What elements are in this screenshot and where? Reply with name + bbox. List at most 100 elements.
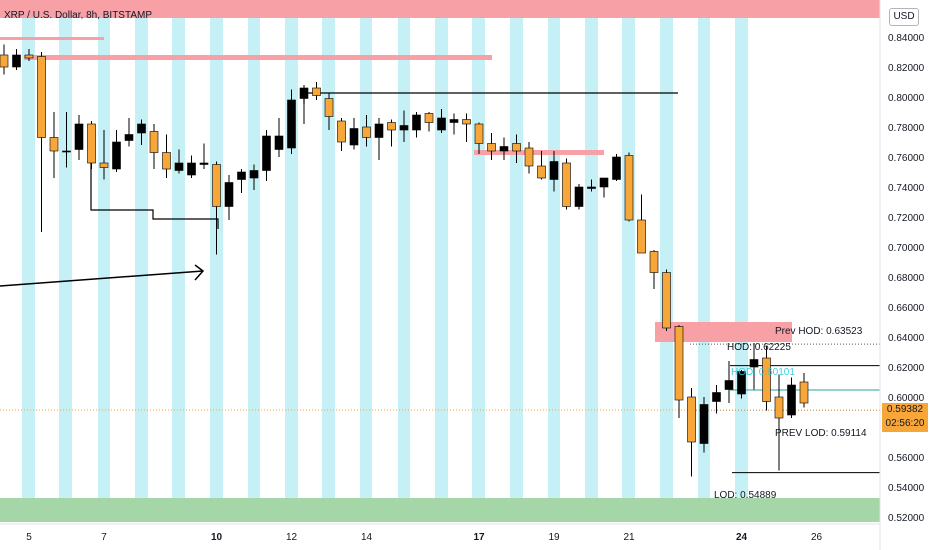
structure-line — [90, 150, 219, 229]
bar-countdown: 02:56:20 — [885, 418, 925, 429]
candle-body — [774, 396, 784, 419]
candle-body — [424, 113, 434, 123]
candle-body — [37, 56, 46, 138]
candle-body — [312, 87, 321, 96]
hod-overlay-label: HOD: 0.60101 — [731, 367, 795, 378]
currency-button[interactable]: USD — [889, 8, 919, 26]
candle-body — [549, 161, 559, 180]
y-tick-label: 0.68000 — [888, 273, 925, 284]
candle-body — [87, 123, 96, 164]
candle-body — [762, 357, 771, 402]
candle-body — [512, 143, 521, 152]
y-tick-label: 0.84000 — [888, 33, 925, 44]
session-stripe — [22, 0, 35, 522]
candle-body — [0, 54, 9, 68]
session-stripe — [548, 0, 560, 522]
candle-body — [324, 98, 334, 117]
session-stripe — [660, 0, 673, 522]
y-tick-label: 0.72000 — [888, 213, 925, 224]
current-price-tag: 0.59382 02:56:20 — [882, 403, 928, 432]
candle-body — [174, 162, 184, 171]
candle-body — [24, 54, 34, 59]
demand-zone-bottom — [0, 498, 880, 522]
candle-body — [699, 404, 709, 444]
candle-body — [299, 87, 309, 99]
session-stripe — [248, 0, 260, 522]
x-tick-label: 21 — [623, 532, 635, 543]
candle-body — [62, 150, 71, 153]
candle-body — [149, 131, 159, 153]
candle-body — [449, 119, 459, 123]
candle-body — [599, 177, 609, 188]
session-stripe — [172, 0, 185, 522]
candle-body — [212, 164, 221, 207]
candle-body — [99, 162, 109, 168]
y-tick-label: 0.54000 — [888, 483, 925, 494]
y-tick-label: 0.82000 — [888, 63, 925, 74]
candle-body — [199, 162, 209, 165]
candle-body — [274, 135, 284, 150]
x-tick-label: 14 — [361, 532, 373, 543]
y-tick-label: 0.80000 — [888, 93, 925, 104]
candle-body — [712, 392, 721, 402]
candle-body — [162, 152, 171, 170]
session-stripe — [210, 0, 223, 522]
x-tick-label: 19 — [548, 532, 560, 543]
x-tick-label: 5 — [26, 532, 32, 543]
prev-hod-zone — [655, 322, 792, 342]
candle-body — [649, 251, 659, 273]
y-tick-label: 0.78000 — [888, 123, 925, 134]
candle-body — [112, 141, 121, 170]
y-tick-label: 0.56000 — [888, 453, 925, 464]
chart-title: XRP / U.S. Dollar, 8h, BITSTAMP — [4, 10, 153, 21]
session-stripe — [510, 0, 523, 522]
candle-body — [362, 126, 371, 138]
x-tick-label: 24 — [736, 532, 748, 543]
prev-hod-label: Prev HOD: 0.63523 — [775, 326, 863, 337]
candle-body — [737, 371, 746, 395]
candle-body — [524, 147, 534, 167]
session-stripe — [622, 0, 635, 522]
candle-body — [412, 114, 421, 131]
candle-body — [437, 117, 446, 131]
candle-body — [49, 137, 59, 152]
candle-body — [462, 119, 471, 125]
candle-body — [499, 146, 509, 152]
current-price: 0.59382 — [886, 404, 924, 415]
candle-body — [637, 219, 646, 254]
y-tick-label: 0.64000 — [888, 333, 925, 344]
x-tick-label: 12 — [286, 532, 298, 543]
candle-body — [562, 162, 571, 207]
trend-arrow-head — [194, 264, 205, 281]
x-tick-label: 26 — [811, 532, 823, 543]
session-stripe — [735, 0, 748, 522]
supply-zone-top — [0, 0, 880, 18]
candle-body — [724, 380, 734, 390]
session-stripe — [322, 0, 335, 522]
candle-body — [399, 125, 409, 131]
candle-body — [749, 359, 759, 368]
y-tick-label: 0.52000 — [888, 513, 925, 524]
x-tick-label: 7 — [101, 532, 107, 543]
hod-label: HOD: 0.62225 — [727, 342, 791, 353]
candle-body — [787, 384, 796, 416]
y-tick-label: 0.62000 — [888, 363, 925, 374]
session-stripe — [472, 0, 485, 522]
session-stripe — [360, 0, 372, 522]
candle-body — [487, 143, 496, 152]
y-tick-label: 0.70000 — [888, 243, 925, 254]
session-stripe — [585, 0, 598, 522]
supply-band — [474, 150, 604, 155]
session-stripe — [698, 0, 710, 522]
candle-body — [287, 99, 296, 149]
candle-body — [687, 396, 696, 443]
y-tick-label: 0.74000 — [888, 183, 925, 194]
candle-body — [537, 165, 546, 179]
x-tick-label: 17 — [473, 532, 485, 543]
candle-body — [12, 54, 21, 68]
session-stripe — [59, 0, 72, 522]
candle-body — [624, 155, 634, 221]
prev-lod-label: PREV LOD: 0.59114 — [775, 428, 867, 439]
candle-body — [374, 123, 384, 138]
